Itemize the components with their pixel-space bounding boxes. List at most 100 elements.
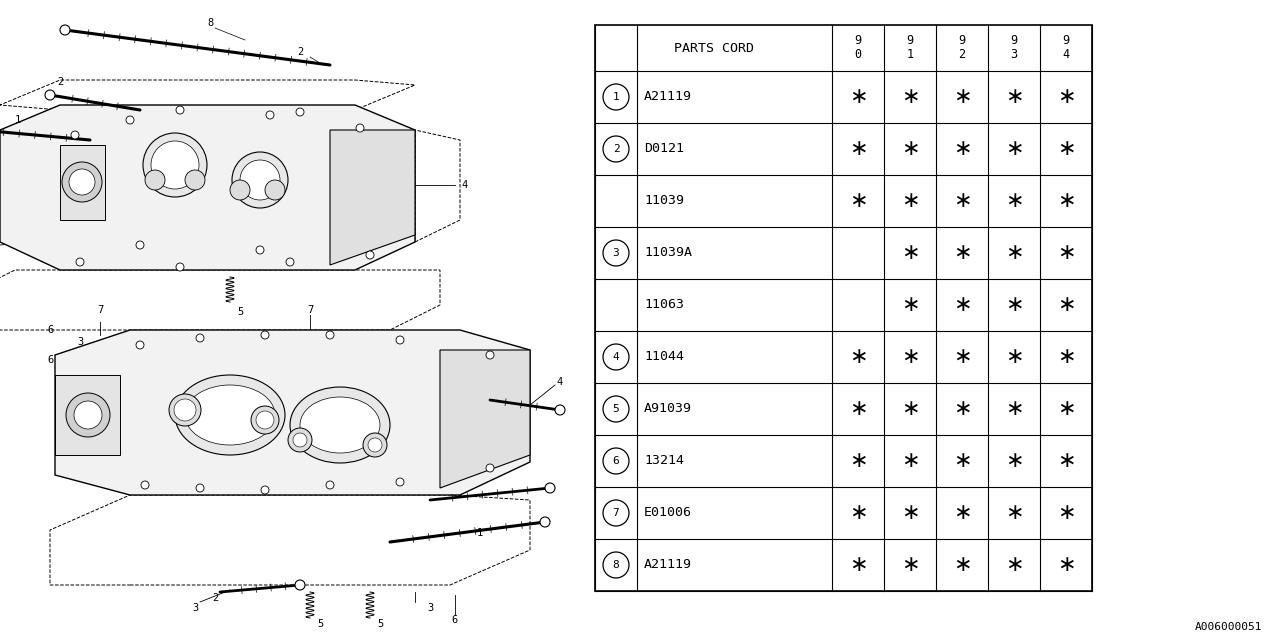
Circle shape <box>196 334 204 342</box>
Text: 8: 8 <box>613 560 620 570</box>
Circle shape <box>285 258 294 266</box>
Text: 9
2: 9 2 <box>959 35 965 61</box>
Text: A91039: A91039 <box>644 403 692 415</box>
Text: ∗: ∗ <box>1005 87 1023 107</box>
Text: ∗: ∗ <box>952 139 972 159</box>
Text: 2: 2 <box>56 77 63 87</box>
Text: 9
3: 9 3 <box>1010 35 1018 61</box>
Ellipse shape <box>175 375 285 455</box>
Text: ∗: ∗ <box>1005 555 1023 575</box>
Circle shape <box>294 580 305 590</box>
Text: 13214: 13214 <box>644 454 684 467</box>
Circle shape <box>364 433 387 457</box>
Text: ∗: ∗ <box>849 87 868 107</box>
Circle shape <box>76 258 84 266</box>
Circle shape <box>293 433 307 447</box>
Text: ∗: ∗ <box>1057 87 1075 107</box>
Circle shape <box>230 180 250 200</box>
Polygon shape <box>330 130 415 265</box>
Text: 7: 7 <box>307 305 314 315</box>
Ellipse shape <box>300 397 380 453</box>
Circle shape <box>256 411 274 429</box>
Circle shape <box>61 162 102 202</box>
Text: ∗: ∗ <box>952 399 972 419</box>
Circle shape <box>169 394 201 426</box>
Text: ∗: ∗ <box>849 139 868 159</box>
Circle shape <box>266 111 274 119</box>
Circle shape <box>186 170 205 190</box>
Text: 9
0: 9 0 <box>855 35 861 61</box>
Text: ∗: ∗ <box>952 191 972 211</box>
Circle shape <box>603 448 628 474</box>
Text: ∗: ∗ <box>901 295 919 315</box>
Text: 6: 6 <box>47 325 54 335</box>
Text: 7: 7 <box>97 305 104 315</box>
Text: 8: 8 <box>207 18 214 28</box>
Ellipse shape <box>186 385 275 445</box>
Text: 5: 5 <box>237 307 243 317</box>
Circle shape <box>45 90 55 100</box>
Text: 11063: 11063 <box>644 298 684 312</box>
Circle shape <box>540 517 550 527</box>
Text: ∗: ∗ <box>1057 243 1075 263</box>
Circle shape <box>603 396 628 422</box>
Text: ∗: ∗ <box>952 451 972 471</box>
Circle shape <box>603 500 628 526</box>
Text: ∗: ∗ <box>901 139 919 159</box>
Bar <box>595 25 1092 591</box>
Text: 3: 3 <box>426 603 433 613</box>
Text: E01006: E01006 <box>644 506 692 520</box>
Text: ∗: ∗ <box>952 347 972 367</box>
Text: 5: 5 <box>376 619 383 629</box>
Circle shape <box>60 25 70 35</box>
Circle shape <box>356 124 364 132</box>
Text: PARTS CORD: PARTS CORD <box>673 42 754 54</box>
Text: ∗: ∗ <box>952 87 972 107</box>
Polygon shape <box>55 330 530 495</box>
Circle shape <box>74 401 102 429</box>
Text: ∗: ∗ <box>1005 399 1023 419</box>
Text: ∗: ∗ <box>1057 295 1075 315</box>
Text: ∗: ∗ <box>849 555 868 575</box>
Polygon shape <box>440 350 530 488</box>
Circle shape <box>603 136 628 162</box>
Text: D0121: D0121 <box>644 143 684 156</box>
Text: ∗: ∗ <box>952 243 972 263</box>
Text: ∗: ∗ <box>901 451 919 471</box>
Text: 4: 4 <box>462 180 468 190</box>
Circle shape <box>261 331 269 339</box>
Circle shape <box>177 263 184 271</box>
Polygon shape <box>55 375 120 455</box>
Text: 11044: 11044 <box>644 351 684 364</box>
Text: ∗: ∗ <box>1057 555 1075 575</box>
Circle shape <box>67 393 110 437</box>
Text: ∗: ∗ <box>849 399 868 419</box>
Text: ∗: ∗ <box>901 347 919 367</box>
Circle shape <box>69 169 95 195</box>
Circle shape <box>326 481 334 489</box>
Text: ∗: ∗ <box>1005 243 1023 263</box>
Text: ∗: ∗ <box>1057 503 1075 523</box>
Circle shape <box>545 483 556 493</box>
Circle shape <box>136 241 143 249</box>
Text: 4: 4 <box>557 377 563 387</box>
Text: 2: 2 <box>212 593 218 603</box>
Text: A006000051: A006000051 <box>1194 622 1262 632</box>
Text: ∗: ∗ <box>1057 347 1075 367</box>
Polygon shape <box>60 145 105 220</box>
Text: 6: 6 <box>47 355 54 365</box>
Text: ∗: ∗ <box>901 243 919 263</box>
Circle shape <box>177 106 184 114</box>
Text: A21119: A21119 <box>644 559 692 572</box>
Text: ∗: ∗ <box>901 191 919 211</box>
Ellipse shape <box>291 387 390 463</box>
Circle shape <box>486 351 494 359</box>
Circle shape <box>196 484 204 492</box>
Text: 3: 3 <box>77 337 83 347</box>
Text: 1: 1 <box>613 92 620 102</box>
Text: 2: 2 <box>613 144 620 154</box>
Circle shape <box>143 133 207 197</box>
Circle shape <box>145 170 165 190</box>
Circle shape <box>288 428 312 452</box>
Circle shape <box>603 552 628 578</box>
